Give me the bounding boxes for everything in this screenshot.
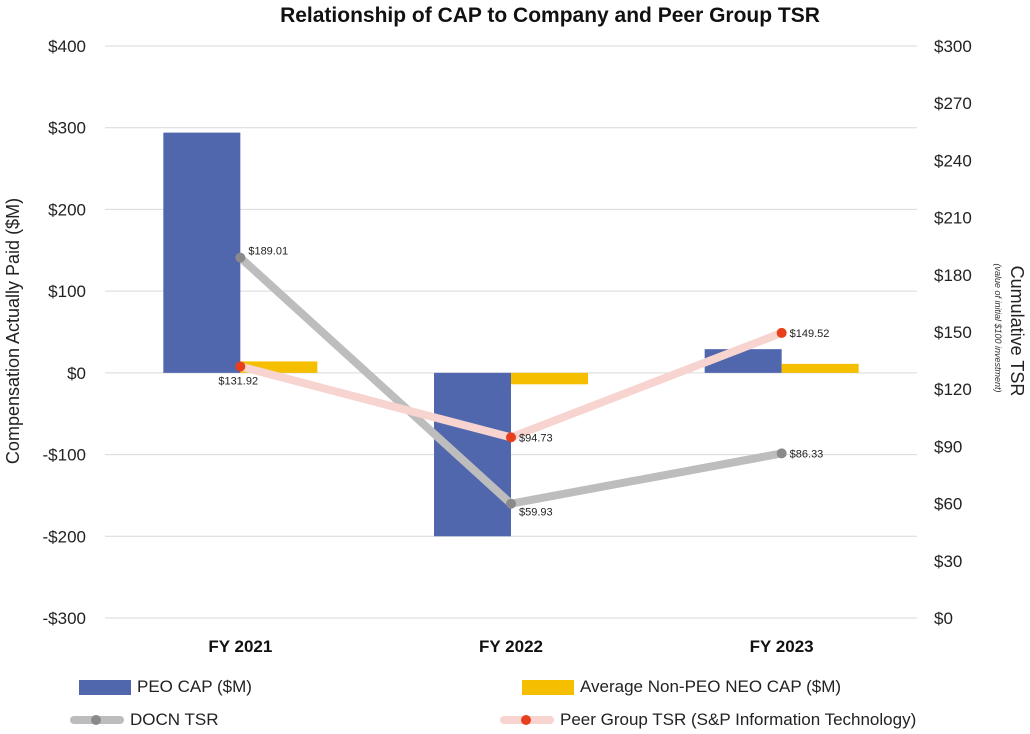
peer-tsr-marker (506, 432, 516, 443)
right-axis-subtitle: (value of initial $100 investment) (993, 263, 1003, 392)
left-axis-title: Compensation Actually Paid ($M) (3, 198, 23, 464)
legend-docn-tsr: DOCN TSR (70, 708, 218, 732)
left-tick-label: $100 (48, 282, 86, 301)
docn-tsr-data-label: $189.01 (248, 246, 288, 258)
docn-tsr-marker (235, 252, 246, 263)
left-tick-label: -$300 (43, 609, 86, 628)
right-tick-label: $210 (934, 209, 972, 228)
bar-series (163, 132, 859, 537)
peo-cap-bar (434, 372, 511, 537)
legend-peer-tsr: Peer Group TSR (S&P Information Technolo… (500, 708, 916, 732)
right-axis-title: Cumulative TSR (1007, 266, 1027, 397)
right-tick-label: $30 (934, 552, 962, 571)
left-tick-label: -$200 (43, 527, 86, 546)
legend-label-docn-tsr: DOCN TSR (130, 710, 219, 729)
left-tick-label: $300 (48, 119, 86, 138)
legend-neo-cap: Average Non-PEO NEO CAP ($M) (522, 677, 841, 697)
peer-tsr-data-label: $149.52 (790, 328, 830, 340)
neo-cap-bar (511, 372, 588, 385)
legend-swatch-peer-tsr (500, 708, 554, 732)
legend-label-neo-cap: Average Non-PEO NEO CAP ($M) (580, 677, 842, 696)
docn-tsr-data-label: $59.93 (519, 507, 553, 519)
docn-tsr-marker (506, 498, 516, 509)
peer-tsr-marker (235, 361, 246, 372)
right-tick-label: $180 (934, 266, 972, 285)
right-tick-label: $120 (934, 380, 972, 399)
legend-swatch-peo-cap (79, 679, 131, 695)
legend-label-peo-cap: PEO CAP ($M) (137, 677, 252, 696)
docn-tsr-data-label: $86.33 (790, 448, 824, 460)
category-label: FY 2021 (208, 637, 272, 656)
left-tick-label: $0 (67, 364, 86, 383)
right-tick-label: $60 (934, 495, 962, 514)
data-labels: $189.01 $59.93 $86.33 $131.92 $94.73 $149.52 (218, 246, 829, 519)
category-label: FY 2023 (750, 637, 814, 656)
right-tick-label: $240 (934, 151, 972, 170)
left-tick-label: $400 (48, 37, 86, 56)
chart-title: Relationship of CAP to Company and Peer … (280, 4, 820, 27)
right-tick-label: $300 (934, 37, 972, 56)
category-label: FY 2022 (479, 637, 543, 656)
legend-peo-cap: PEO CAP ($M) (79, 677, 252, 697)
right-tick-label: $150 (934, 323, 972, 342)
legend-swatch-docn-tsr (70, 708, 124, 732)
left-tick-label: -$100 (43, 446, 86, 465)
peer-tsr-marker (776, 327, 787, 338)
peer-tsr-data-label: $131.92 (218, 375, 258, 387)
line-series (235, 252, 787, 509)
category-labels: FY 2021 FY 2022 FY 2023 (208, 637, 813, 656)
peo-cap-bar (163, 132, 241, 373)
peer-tsr-data-label: $94.73 (519, 432, 553, 444)
right-axis-ticks: $300 $270 $240 $210 $180 $150 $120 $90 $60 $30 $0 (934, 37, 972, 628)
right-tick-label: $270 (934, 94, 972, 113)
right-tick-label: $0 (934, 609, 953, 628)
right-tick-label: $90 (934, 437, 962, 456)
docn-tsr-marker (776, 448, 787, 459)
legend-label-peer-tsr: Peer Group TSR (S&P Information Technolo… (560, 710, 917, 729)
neo-cap-bar (781, 363, 859, 373)
neo-cap-bar (240, 361, 318, 373)
legend-swatch-neo-cap (522, 679, 574, 695)
left-tick-label: $200 (48, 200, 86, 219)
left-axis-ticks: $400 $300 $200 $100 $0 -$100 -$200 -$300 (43, 37, 86, 628)
